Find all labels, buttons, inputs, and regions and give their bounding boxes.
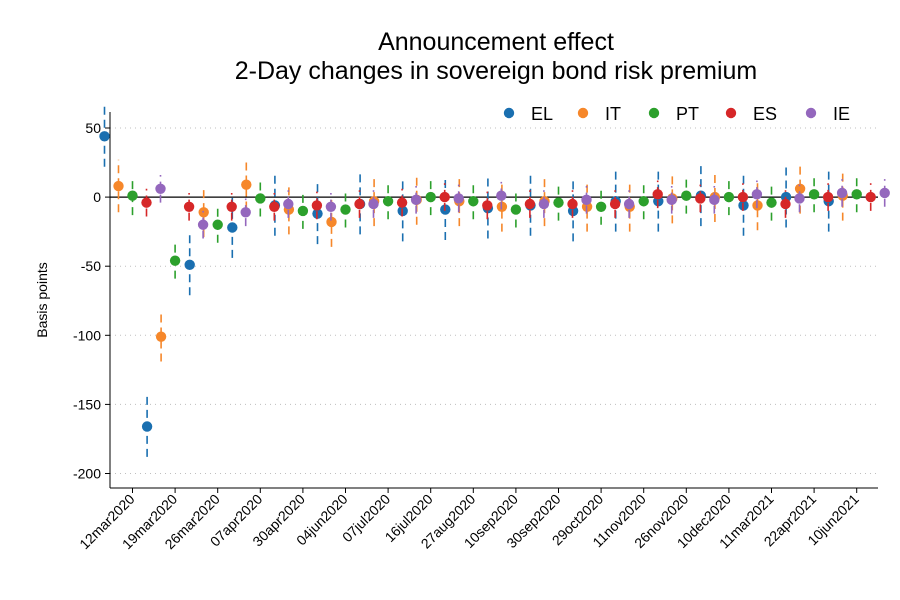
data-point [879, 187, 890, 199]
data-point [709, 194, 720, 206]
data-point [227, 222, 238, 233]
data-point [496, 190, 507, 201]
y-tick-label: -200 [73, 466, 101, 482]
legend-label: IT [605, 104, 621, 124]
series-es [141, 180, 876, 221]
chart-title-line-2: 2-Day changes in sovereign bond risk pre… [235, 57, 757, 85]
data-point [155, 183, 166, 195]
data-point [652, 189, 663, 200]
data-marks [99, 105, 890, 457]
data-point [737, 191, 749, 203]
data-point [595, 201, 607, 212]
data-point [567, 198, 578, 210]
data-point [255, 193, 266, 204]
data-point [184, 259, 195, 271]
data-point [197, 219, 209, 230]
legend-marker [725, 107, 737, 119]
data-point [141, 197, 152, 208]
data-point [410, 194, 422, 206]
data-point [865, 191, 876, 203]
data-point [226, 201, 237, 212]
data-point [623, 198, 635, 210]
data-point [169, 255, 181, 266]
data-point [553, 197, 564, 208]
series-el [99, 105, 834, 457]
data-point [439, 191, 450, 203]
legend-marker [577, 107, 589, 119]
data-point [326, 216, 337, 228]
data-point [283, 198, 294, 210]
legend-marker [805, 107, 817, 119]
data-point [325, 201, 337, 212]
series-it [113, 159, 848, 362]
data-point [524, 198, 536, 210]
data-point [141, 421, 153, 432]
data-point [681, 190, 692, 201]
series-pt [127, 176, 862, 279]
data-point [836, 187, 848, 199]
data-point [780, 198, 791, 210]
data-point [340, 204, 351, 215]
data-point [269, 201, 280, 212]
data-point [127, 190, 138, 201]
data-point [794, 183, 806, 195]
y-tick-label: 50 [85, 120, 101, 136]
data-point [751, 189, 763, 200]
chart-title-line-1: Announcement effect [378, 28, 614, 56]
legend-label: EL [531, 104, 553, 124]
data-point [113, 180, 124, 192]
y-tick-label: -50 [81, 258, 101, 274]
legend-label: IE [833, 104, 850, 124]
data-point [297, 205, 309, 217]
data-point [183, 201, 195, 212]
data-point [453, 193, 464, 204]
y-axis-ticks: 50 0 -50 -100 -150 -200 [73, 120, 110, 482]
x-axis-ticks: 12mar202019mar202026mar202007apr202030ap… [76, 488, 862, 552]
data-point [510, 204, 522, 215]
data-point [723, 191, 735, 203]
legend-label: ES [753, 104, 777, 124]
legend-marker [648, 107, 660, 119]
data-point [240, 207, 251, 218]
data-point [695, 193, 706, 204]
legend-label: PT [676, 104, 699, 124]
data-point [822, 191, 834, 203]
data-point [425, 191, 436, 203]
y-tick-label: -100 [73, 327, 101, 343]
data-point [808, 189, 820, 200]
data-point [851, 189, 862, 200]
data-point [99, 131, 110, 142]
data-point [794, 193, 805, 204]
data-point [354, 198, 365, 210]
data-point [581, 194, 592, 206]
data-point [468, 196, 479, 207]
gridlines [110, 127, 878, 474]
data-point [666, 194, 677, 206]
data-point [638, 196, 649, 207]
y-axis-title: Basis points [34, 262, 50, 337]
y-tick-label: 0 [93, 189, 101, 205]
y-tick-label: -150 [73, 396, 101, 412]
data-point [538, 198, 550, 210]
data-point [396, 197, 408, 208]
data-point [609, 198, 621, 210]
series-ie [155, 174, 890, 239]
data-point [766, 197, 777, 208]
data-point [311, 200, 323, 211]
legend: EL IT PT ES IE [503, 104, 850, 124]
legend-marker [503, 107, 515, 119]
data-point [241, 179, 252, 190]
data-point [155, 331, 167, 342]
data-point [368, 198, 379, 210]
data-point [382, 196, 394, 207]
data-point [212, 219, 223, 230]
data-point [482, 200, 493, 211]
